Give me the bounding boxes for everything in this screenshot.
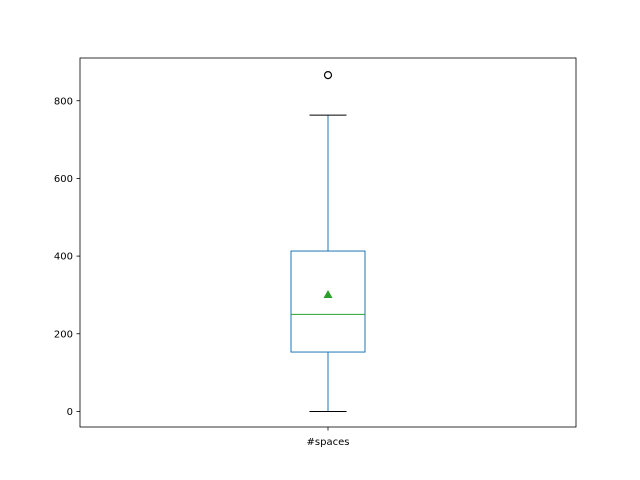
y-tick-label: 800 [54, 96, 73, 107]
outlier-point [323, 70, 333, 80]
y-tick-label: 600 [54, 174, 73, 185]
y-tick-label: 200 [54, 329, 73, 340]
axes-frame [79, 57, 577, 428]
y-tick-label: 0 [67, 407, 73, 418]
y-axis: 0 200 400 600 800 [54, 96, 80, 418]
y-tick-label: 400 [54, 252, 73, 263]
iqr-box [290, 250, 366, 353]
x-axis: #spaces [307, 427, 350, 448]
x-tick-label: #spaces [307, 437, 350, 448]
mean-marker [323, 290, 333, 299]
box-marks [290, 70, 366, 412]
